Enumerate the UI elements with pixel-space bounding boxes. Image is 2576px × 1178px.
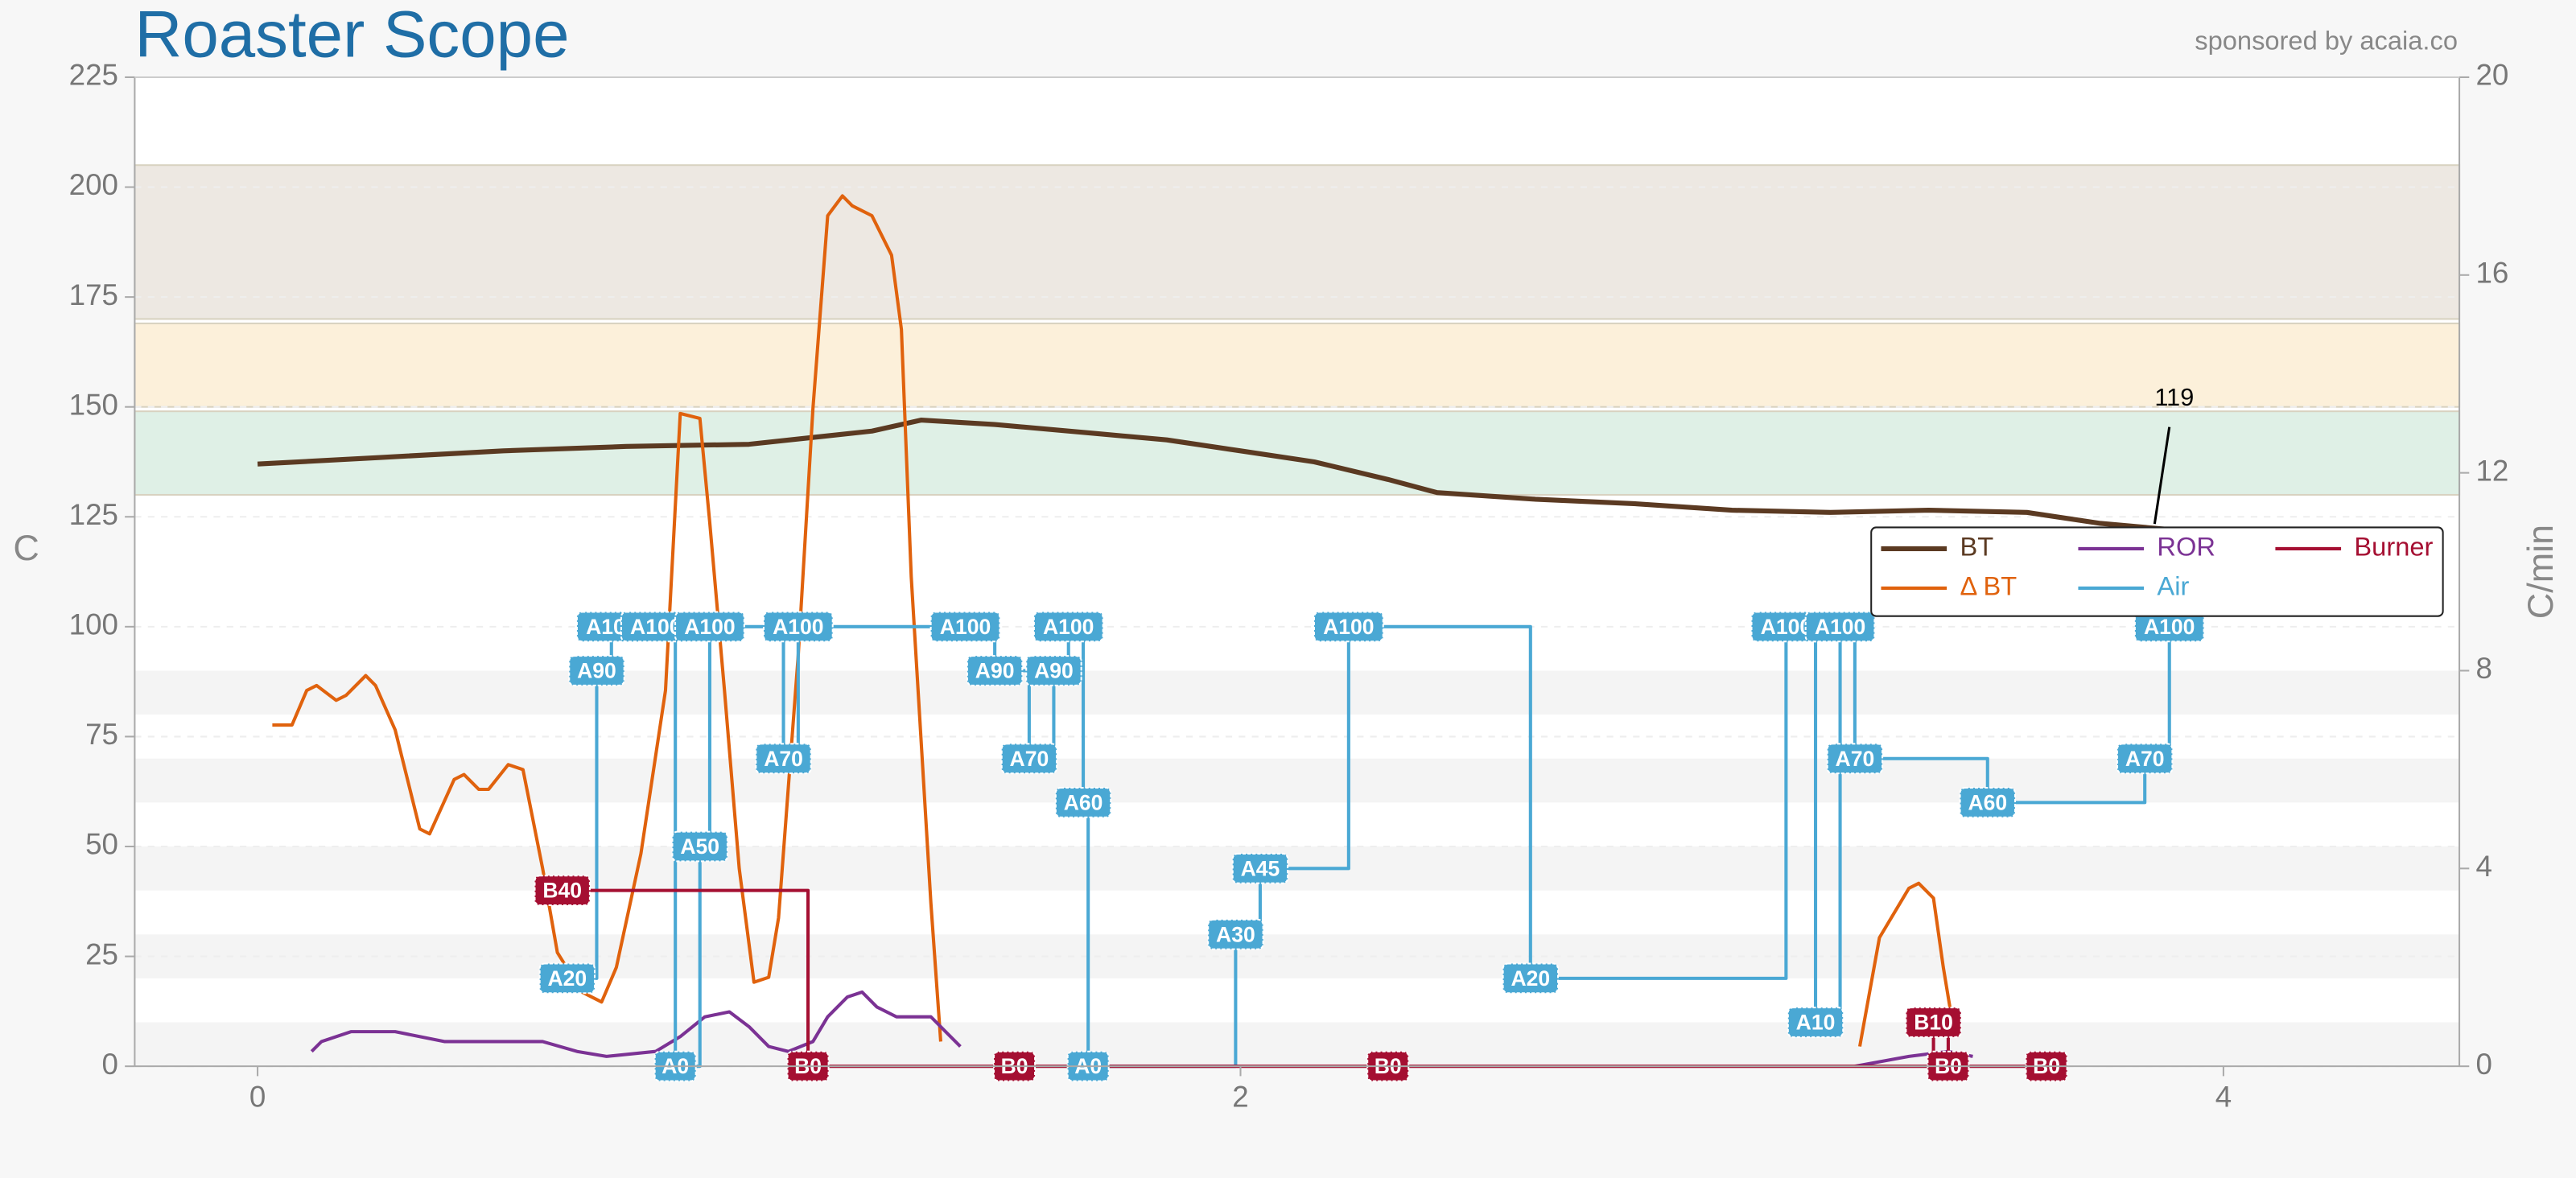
event-label: A90 [1034, 659, 1074, 683]
chart-subtitle: sponsored by acaia.co [2195, 26, 2458, 56]
event-marker [674, 611, 745, 643]
y2-axis-label: C/min [2520, 525, 2561, 619]
legend-label: Δ BT [1960, 571, 2017, 601]
band [134, 164, 2461, 320]
event-marker [1804, 611, 1876, 643]
event-label: A70 [764, 747, 803, 771]
event-marker [1000, 743, 1058, 775]
band [134, 322, 2461, 408]
y-axis-label: C [13, 527, 39, 568]
event-marker [568, 655, 625, 686]
event-label: A100 [773, 615, 823, 639]
x-tick-label: 2 [1232, 1081, 1248, 1114]
event-label: A100 [1815, 615, 1865, 639]
event-marker [1313, 611, 1384, 643]
y2-tick-label: 16 [2475, 257, 2508, 290]
event-label: A20 [1511, 966, 1550, 991]
event-marker [538, 962, 596, 995]
x-tick-label: 0 [249, 1081, 266, 1114]
event-label: A100 [1043, 615, 1094, 639]
y-tick-label: 100 [69, 608, 118, 641]
y2-tick-label: 8 [2475, 652, 2492, 685]
event-label: A60 [1968, 790, 2007, 814]
event-label: A20 [547, 966, 587, 991]
legend-label: ROR [2157, 532, 2215, 562]
y-tick-label: 75 [85, 718, 118, 751]
annotation-leader [2153, 426, 2171, 525]
event-marker [762, 611, 834, 643]
event-marker [929, 611, 1001, 643]
event-label: A45 [1241, 856, 1280, 880]
event-label: A30 [1216, 922, 1255, 946]
event-marker [1787, 1007, 1844, 1038]
y2-tick-label: 12 [2475, 454, 2508, 487]
event-marker [1054, 786, 1112, 818]
legend-label: Burner [2354, 532, 2433, 562]
band [134, 758, 2460, 803]
event-marker [1502, 962, 1560, 995]
event-label: A90 [975, 659, 1015, 683]
event-label: A70 [2125, 747, 2165, 771]
band [134, 670, 2460, 715]
legend-label: Air [2157, 571, 2189, 601]
y-tick-label: 125 [69, 498, 118, 531]
event-marker [1905, 1007, 1962, 1038]
event-label: A70 [1010, 747, 1049, 771]
event-marker [1826, 743, 1884, 775]
y2-tick-label: 20 [2475, 59, 2508, 92]
chart-title: Roaster Scope [134, 0, 569, 72]
y-tick-label: 200 [69, 168, 118, 201]
event-marker [2116, 743, 2174, 775]
event-label: A100 [1761, 615, 1811, 639]
y-tick-label: 225 [69, 59, 118, 92]
event-label: A100 [2144, 615, 2195, 639]
event-label: A60 [1064, 790, 1103, 814]
y-tick-label: 150 [69, 388, 118, 421]
event-label: A100 [630, 615, 681, 639]
event-marker [1231, 852, 1289, 884]
event-label: A10 [1796, 1011, 1836, 1035]
event-label: A50 [680, 834, 719, 859]
x-tick-label: 4 [2215, 1081, 2232, 1114]
event-marker [755, 743, 812, 775]
event-marker [1025, 655, 1082, 686]
y2-tick-label: 4 [2475, 850, 2492, 883]
annotation: 119 [2154, 384, 2194, 411]
event-marker [671, 830, 728, 863]
event-label: A100 [1323, 615, 1374, 639]
y2-tick-label: 0 [2475, 1048, 2492, 1081]
y-tick-label: 25 [85, 937, 118, 970]
series-line [257, 418, 2175, 533]
event-label: A100 [684, 615, 735, 639]
legend-label: BT [1960, 532, 1993, 562]
event-marker [534, 875, 591, 907]
y-tick-label: 0 [102, 1048, 118, 1081]
event-label: B40 [542, 879, 582, 903]
event-label: B10 [1914, 1011, 1953, 1035]
y-tick-label: 50 [85, 828, 118, 861]
series-line [272, 194, 1956, 1047]
event-marker [1959, 786, 2016, 818]
band [134, 1022, 2460, 1067]
event-label: A70 [1836, 747, 1875, 771]
legend: BT Δ BT ROR Air Burner [1870, 526, 2444, 617]
event-marker [1207, 918, 1264, 950]
event-label: A90 [577, 659, 616, 683]
y-tick-label: 175 [69, 278, 118, 311]
event-marker [1032, 611, 1104, 643]
event-label: A100 [940, 615, 991, 639]
event-marker [966, 655, 1024, 686]
